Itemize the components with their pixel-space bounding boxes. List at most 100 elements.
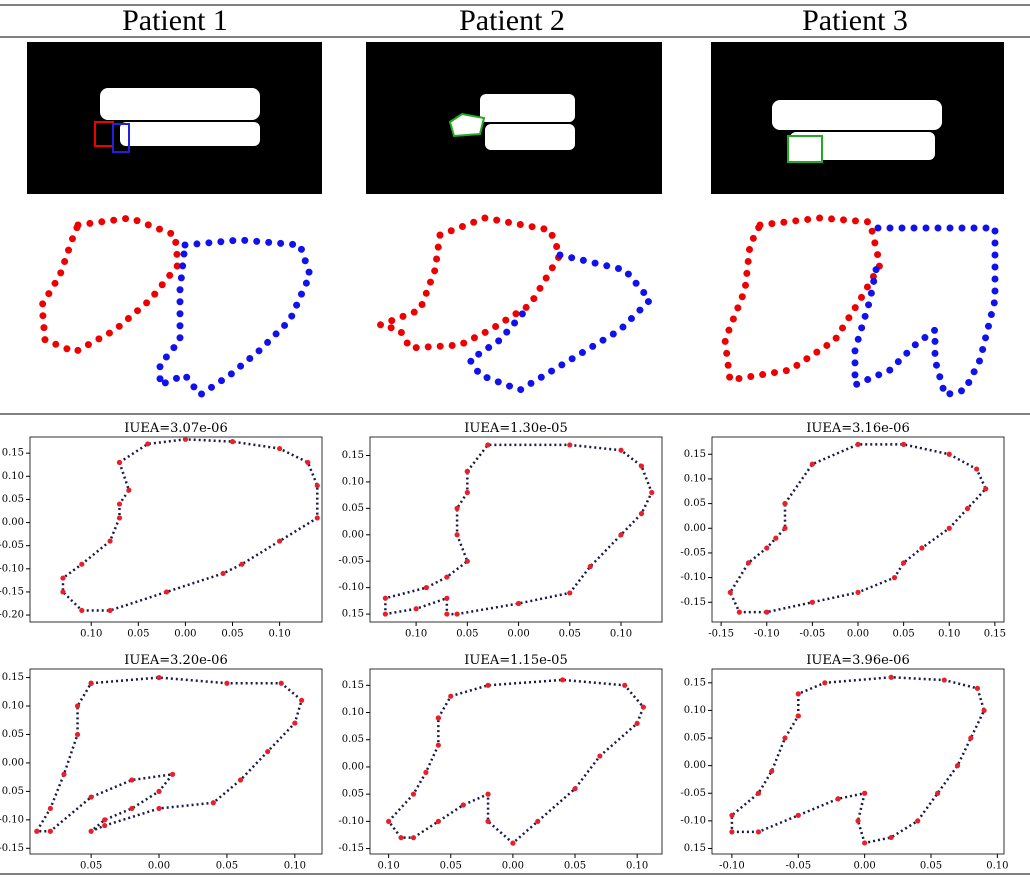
x-tick-label: 0.05 <box>440 861 462 872</box>
point <box>88 794 94 800</box>
point <box>515 600 522 607</box>
point <box>47 828 53 834</box>
point <box>729 829 735 835</box>
point <box>156 674 162 681</box>
point <box>239 561 245 567</box>
point <box>444 574 450 580</box>
point <box>822 680 828 686</box>
point <box>74 703 81 709</box>
point <box>901 441 907 447</box>
point <box>888 834 894 841</box>
plot-frame <box>711 668 1005 855</box>
y-tick-label: 0.05 <box>342 734 364 745</box>
point <box>423 585 429 591</box>
point <box>410 835 417 841</box>
y-tick-label: 0.10 <box>342 476 364 487</box>
x-tick-label: 0.05 <box>564 861 586 872</box>
point <box>755 790 762 796</box>
y-tick-label: 0.00 <box>2 757 24 768</box>
curve <box>384 443 654 616</box>
point <box>981 707 987 714</box>
point <box>265 748 271 755</box>
point <box>729 812 735 818</box>
point <box>855 589 861 596</box>
y-tick-label: 0.15 <box>2 448 24 459</box>
y-tick-label: 0.00 <box>684 523 706 534</box>
point-clouds <box>38 214 999 400</box>
x-tick-label: 0.10 <box>268 629 290 640</box>
point <box>129 805 135 812</box>
point <box>835 796 841 802</box>
y-tick-label: 0.00 <box>2 517 24 528</box>
point <box>102 817 108 823</box>
point <box>74 731 81 738</box>
point <box>764 545 770 551</box>
point <box>795 812 801 818</box>
point <box>572 786 578 792</box>
point <box>60 575 66 581</box>
y-tick-label: 0.05 <box>2 494 24 505</box>
point <box>277 445 283 452</box>
point <box>182 436 189 442</box>
point <box>444 595 450 601</box>
x-tick-label: 0.15 <box>984 629 1006 640</box>
point <box>435 715 441 721</box>
plot-title: IUEA=3.07e-06 <box>124 421 227 436</box>
y-tick-label: 0.10 <box>2 471 24 482</box>
plot-frame <box>369 436 663 623</box>
column-title: Patient 2 <box>459 4 565 37</box>
point <box>618 447 624 453</box>
point <box>485 791 491 797</box>
point <box>398 835 404 841</box>
point <box>60 589 66 595</box>
point <box>769 768 775 774</box>
point <box>435 818 441 824</box>
point <box>888 674 894 680</box>
point <box>314 515 320 521</box>
plot-frame <box>29 668 323 855</box>
point <box>634 720 640 727</box>
point <box>919 545 925 551</box>
point <box>107 538 113 544</box>
x-tick-label: 0.05 <box>920 861 942 872</box>
point <box>107 607 113 614</box>
point <box>510 840 516 846</box>
point <box>941 677 947 683</box>
y-tick-label: 0.10 <box>342 707 364 718</box>
y-tick-label: -0.10 <box>338 582 364 593</box>
column-title: Patient 1 <box>122 4 228 37</box>
y-tick-label: 0.05 <box>2 729 24 740</box>
point <box>782 501 788 507</box>
x-tick-label: 0.05 <box>216 861 238 872</box>
point <box>862 790 868 796</box>
point <box>638 463 645 469</box>
point <box>34 828 40 834</box>
point <box>454 532 460 538</box>
x-tick-label: 0.05 <box>80 861 102 872</box>
point <box>386 818 392 824</box>
y-tick-label: -0.10 <box>338 816 364 827</box>
point <box>901 560 907 566</box>
point <box>745 560 752 566</box>
point <box>47 805 53 812</box>
point <box>382 595 388 601</box>
point <box>156 788 162 794</box>
x-tick-label: -0.05 <box>800 629 826 640</box>
point <box>464 558 470 564</box>
point <box>170 771 176 777</box>
y-tick-label: 0.15 <box>342 609 364 620</box>
point <box>278 680 284 686</box>
plot-title: IUEA=3.20e-06 <box>124 653 227 668</box>
y-tick-label: 0.05 <box>684 733 706 744</box>
y-tick-label: 0.15 <box>342 450 364 461</box>
point <box>736 609 742 615</box>
x-tick-label: -0.05 <box>785 861 811 872</box>
y-tick-label: -0.10 <box>680 572 706 583</box>
x-tick-label: 0.05 <box>456 629 478 640</box>
point <box>891 575 898 581</box>
point <box>974 685 981 691</box>
y-tick-label: 0.00 <box>342 529 364 540</box>
curve <box>61 438 319 612</box>
y-tick-label: 0.15 <box>342 680 364 691</box>
